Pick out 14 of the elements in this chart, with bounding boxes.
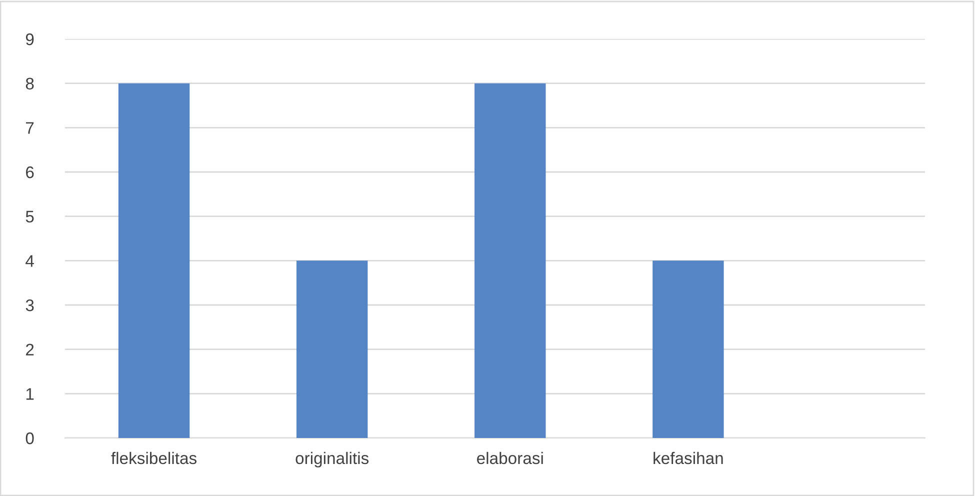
- y-tick-label: 8: [26, 78, 34, 90]
- x-tick-label: fleksibelitas: [111, 452, 196, 464]
- x-tick-label: originalitis: [296, 452, 369, 468]
- y-tick-label: 3: [26, 299, 34, 312]
- y-tick-label: 5: [26, 210, 34, 223]
- y-tick-label: 2: [26, 344, 34, 356]
- x-tick-label: elaborasi: [477, 452, 543, 464]
- y-tick-label: 0: [26, 432, 34, 444]
- y-tick-label: 4: [26, 255, 34, 267]
- y-tick-label: 6: [26, 166, 34, 178]
- y-tick-label: 7: [26, 122, 34, 134]
- y-tick-label: 9: [26, 33, 34, 46]
- y-tick-label: 1: [26, 388, 34, 400]
- x-tick-label: kefasihan: [654, 452, 723, 464]
